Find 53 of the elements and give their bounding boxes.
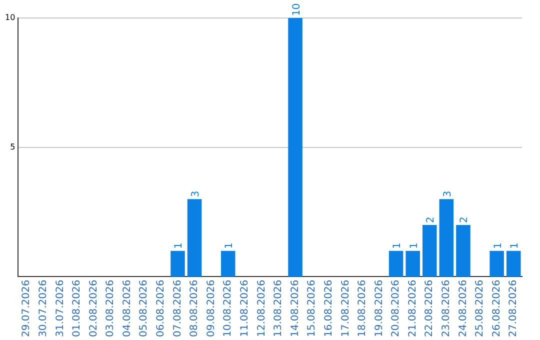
data-label: 1 — [408, 242, 420, 249]
data-label: 1 — [224, 242, 236, 249]
x-tick-label: 30.07.2026 — [38, 280, 49, 338]
x-tick-label: 10.08.2026 — [222, 280, 234, 338]
x-tick-label: 15.08.2026 — [306, 280, 318, 338]
bar — [422, 224, 437, 277]
bar — [406, 250, 420, 277]
data-label: 2 — [459, 216, 470, 223]
x-tick-label: 12.08.2026 — [256, 280, 268, 338]
x-tick-label: 11.08.2026 — [239, 280, 250, 338]
x-tick-label: 04.08.2026 — [122, 280, 133, 338]
data-label: 3 — [442, 190, 454, 198]
data-label: 1 — [492, 242, 504, 249]
bar — [456, 224, 470, 277]
data-label: 2 — [426, 216, 437, 223]
x-tick-label: 31.07.2026 — [54, 280, 66, 338]
x-tick-label: 17.08.2026 — [340, 280, 352, 338]
data-label: 10 — [291, 3, 302, 16]
x-tick-label: 06.08.2026 — [156, 280, 167, 338]
x-tick-label: 01.08.2026 — [72, 280, 83, 338]
x-tick-label: 22.08.2026 — [424, 280, 436, 338]
bar — [220, 250, 236, 277]
x-tick-label: 19.08.2026 — [374, 280, 385, 338]
x-tick-label: 26.08.2026 — [491, 280, 502, 338]
y-tick-label: 5 — [10, 142, 16, 152]
bar — [388, 250, 404, 277]
bar — [170, 250, 185, 277]
x-tick-label: 05.08.2026 — [138, 280, 150, 338]
x-tick-label: 14.08.2026 — [290, 280, 301, 338]
data-label: 1 — [392, 242, 404, 249]
x-tick-label: 03.08.2026 — [105, 280, 116, 338]
x-tick-label: 09.08.2026 — [206, 280, 217, 338]
x-tick-label: 24.08.2026 — [458, 280, 469, 338]
x-tick-label: 18.08.2026 — [357, 280, 368, 338]
bar — [187, 199, 202, 277]
x-tick-label: 23.08.2026 — [441, 280, 452, 338]
data-label: 3 — [190, 190, 202, 198]
bar — [288, 18, 302, 277]
x-tick-label: 21.08.2026 — [407, 280, 418, 338]
x-tick-label: 29.07.2026 — [21, 280, 32, 338]
data-label: 1 — [174, 242, 185, 249]
x-tick-label: 20.08.2026 — [390, 280, 402, 338]
x-tick-label: 07.08.2026 — [172, 280, 184, 338]
x-tick-label: 02.08.2026 — [88, 280, 100, 338]
x-tick-label: 08.08.2026 — [189, 280, 200, 338]
x-tick-label: 25.08.2026 — [474, 280, 486, 338]
bar — [490, 250, 504, 277]
x-tick-label: 16.08.2026 — [323, 280, 334, 338]
data-label: 1 — [510, 242, 521, 249]
x-tick-label: 27.08.2026 — [508, 280, 520, 338]
bar — [506, 250, 521, 277]
x-tick-label: 13.08.2026 — [273, 280, 284, 338]
bar — [439, 199, 454, 277]
